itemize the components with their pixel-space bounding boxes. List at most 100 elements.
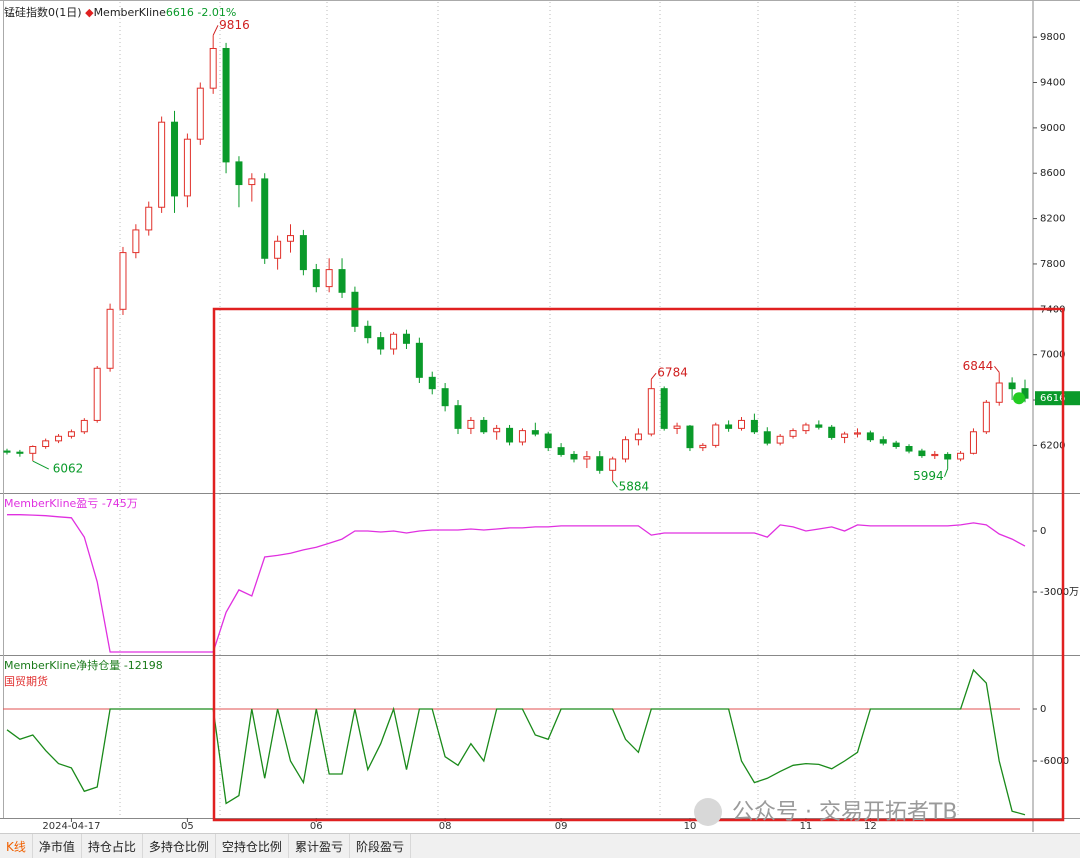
candle-body	[815, 424, 823, 428]
candle-body	[145, 206, 153, 231]
candle-body	[634, 433, 642, 441]
candle-body	[776, 435, 784, 444]
candle-body	[119, 252, 127, 310]
candle-body	[390, 333, 398, 350]
series-line	[7, 514, 1026, 653]
candle-body	[866, 432, 874, 441]
candle-body	[583, 456, 591, 460]
annotation: 6062	[53, 462, 84, 476]
candle-body	[531, 430, 539, 435]
x-tick-label: 06	[310, 821, 323, 832]
candle-body	[763, 431, 771, 444]
candle-body	[441, 388, 449, 407]
candle-body	[377, 337, 385, 350]
candle-body	[183, 138, 191, 197]
candle-body	[428, 376, 436, 390]
annotation: 5884	[619, 480, 650, 494]
candle-body	[647, 388, 655, 435]
annotation-leader	[32, 460, 49, 470]
legend-marker: ◆	[85, 6, 94, 19]
change: -2.01%	[197, 6, 237, 19]
candle-body	[802, 424, 810, 432]
tab[interactable]: 阶段盈亏	[350, 834, 411, 858]
y-tick-label: 9800	[1040, 32, 1065, 43]
watermark: 公众号 · 交易开拓者TB	[732, 800, 958, 825]
candle-body	[905, 446, 913, 452]
candle-body	[995, 382, 1003, 403]
candle-body	[16, 451, 24, 454]
main-header: 锰硅指数0(1日) ◆MemberKline6616 -2.01%	[4, 4, 236, 20]
candle-body	[725, 424, 733, 429]
y-tick-label: 6200	[1040, 440, 1065, 451]
candle-body	[480, 419, 488, 433]
panel-subtitle: 国贸期货	[4, 675, 48, 688]
candle-body	[261, 178, 269, 259]
candle-body	[274, 240, 282, 259]
candle-body	[171, 121, 179, 197]
candle-body	[712, 424, 720, 446]
annotation: 9816	[219, 18, 250, 32]
annotation: 5994	[913, 469, 944, 483]
candle-body	[158, 121, 166, 208]
y-tick-label: 9000	[1040, 123, 1065, 134]
candle-body	[596, 456, 604, 471]
candle-body	[42, 440, 50, 448]
candle-body	[879, 439, 887, 444]
y-tick-label: 8600	[1040, 168, 1065, 179]
candle-body	[789, 430, 797, 437]
last-price: 6616	[165, 6, 194, 19]
candle-body	[686, 425, 694, 449]
candle-body	[80, 419, 88, 433]
candle-body	[93, 367, 101, 421]
series-name: MemberKline	[93, 6, 166, 19]
candle-body	[506, 427, 514, 443]
annotation: 6784	[657, 366, 688, 380]
panel-title: MemberKline净持仓量	[4, 659, 121, 672]
candle-body	[467, 419, 475, 429]
candle-body	[892, 442, 900, 448]
candle-body	[518, 430, 526, 443]
candle-body	[609, 458, 617, 471]
panel-value: -745万	[101, 497, 138, 510]
y-tick-label: 0	[1040, 526, 1046, 537]
candle-body	[209, 47, 217, 89]
candle-body	[673, 425, 681, 429]
y-tick-label: -6000	[1040, 756, 1069, 767]
candle-body	[29, 446, 37, 454]
annotation: 6844	[963, 359, 994, 373]
candle-body	[982, 401, 990, 433]
candle-body	[415, 342, 423, 378]
annotation-leader	[650, 372, 657, 380]
marks: 6200660070007400780082008600900094009800…	[3, 18, 1080, 832]
candle-body	[106, 308, 114, 369]
candle-body	[493, 427, 501, 433]
candle-body	[299, 235, 307, 271]
vertical-grid	[119, 2, 959, 818]
candle-body	[454, 405, 462, 429]
x-tick-label: 09	[555, 821, 568, 832]
y-tick-label: 7000	[1040, 350, 1065, 361]
tab[interactable]: K线	[0, 834, 33, 858]
last-price-dot	[1013, 392, 1025, 405]
y-tick-label: 9400	[1040, 78, 1065, 89]
candle-body	[1008, 382, 1016, 390]
panel-header: MemberKline盈亏 -745万	[4, 495, 138, 511]
candle-body	[660, 388, 668, 429]
candle-body	[338, 269, 346, 293]
tab[interactable]: 净市值	[33, 834, 82, 858]
panel-title: MemberKline盈亏	[4, 497, 99, 510]
candle-body	[402, 333, 410, 344]
candle-body	[918, 450, 926, 457]
last-price-box	[1035, 391, 1080, 406]
tab[interactable]: 累计盈亏	[289, 834, 350, 858]
x-tick-label: 12	[864, 821, 877, 832]
chart-title: 锰硅指数0(1日)	[4, 6, 82, 19]
y-tick-label: 7800	[1040, 259, 1065, 270]
y-tick-label: 0	[1040, 704, 1046, 715]
tab[interactable]: 空持仓比例	[216, 834, 289, 858]
tab[interactable]: 多持仓比例	[143, 834, 216, 858]
candle-body	[196, 87, 204, 140]
tab[interactable]: 持仓占比	[82, 834, 143, 858]
